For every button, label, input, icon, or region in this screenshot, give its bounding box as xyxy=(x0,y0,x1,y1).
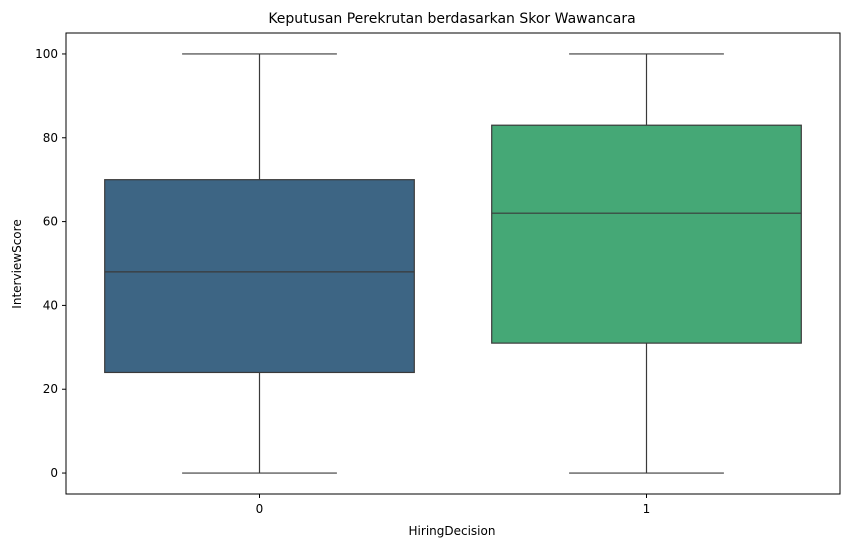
y-tick-label: 100 xyxy=(35,47,58,61)
y-tick-label: 60 xyxy=(43,215,58,229)
y-tick-label: 0 xyxy=(50,466,58,480)
chart-title: Keputusan Perekrutan berdasarkan Skor Wa… xyxy=(268,11,635,27)
plot-area xyxy=(65,32,841,495)
box-iqr xyxy=(491,124,802,344)
y-tick-label: 20 xyxy=(43,382,58,396)
box-0 xyxy=(104,53,415,474)
box-iqr xyxy=(104,179,415,374)
box-1 xyxy=(491,53,802,474)
y-tick-label: 80 xyxy=(43,131,58,145)
y-axis: 0 20 40 60 80 100 xyxy=(35,47,66,480)
x-tick-label: 1 xyxy=(643,502,651,516)
y-tick-label: 40 xyxy=(43,298,58,312)
y-axis-label: InterviewScore xyxy=(10,219,24,308)
x-tick-label: 0 xyxy=(256,502,264,516)
x-axis-label: HiringDecision xyxy=(409,524,496,538)
plot-frame xyxy=(65,32,841,495)
